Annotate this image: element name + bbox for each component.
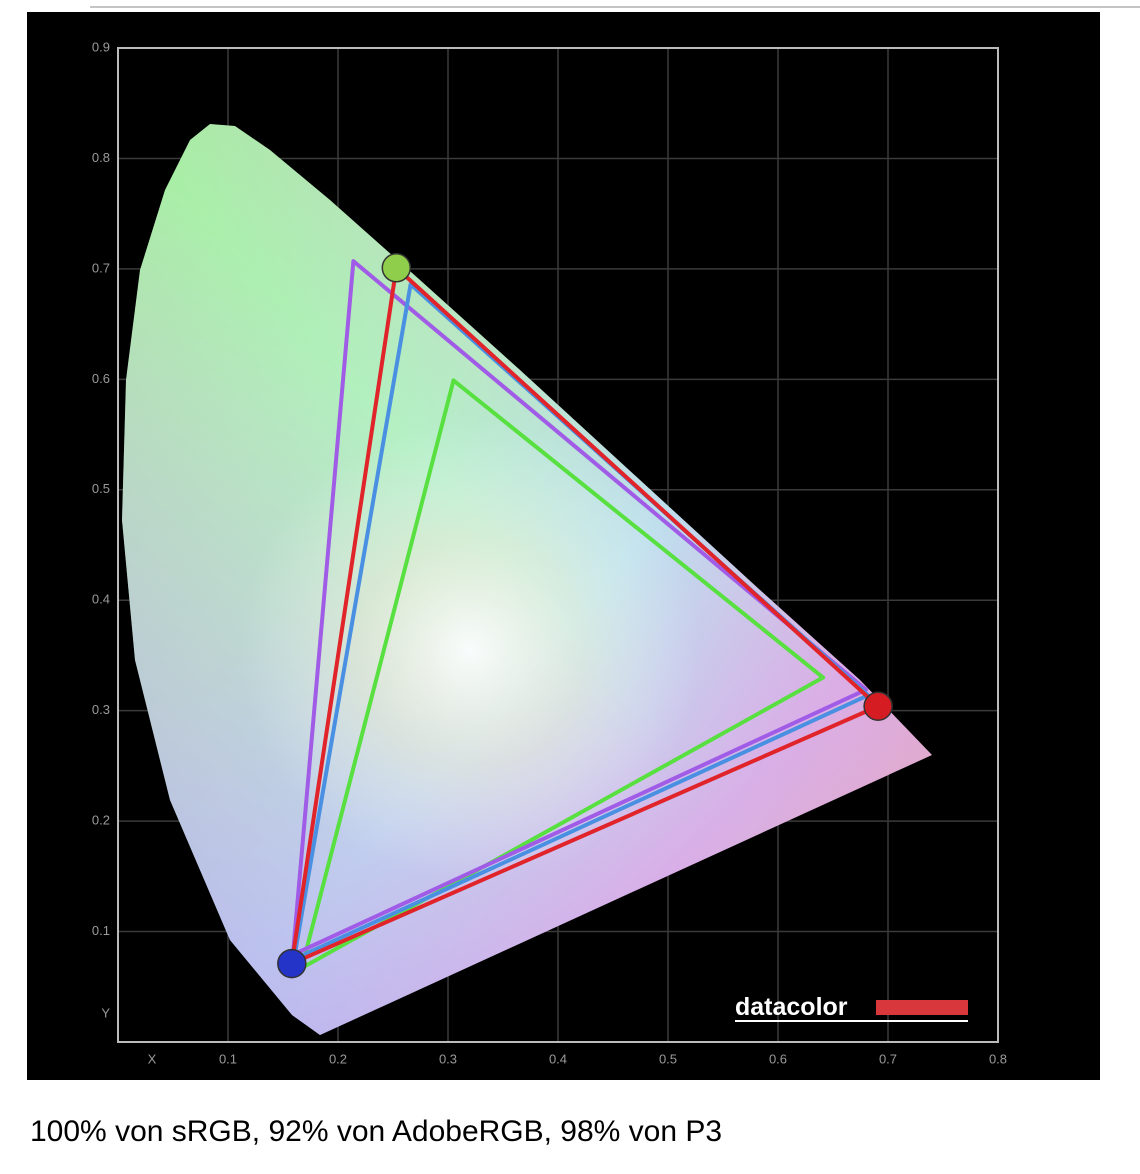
y-tick-label: 0.9 bbox=[92, 39, 110, 54]
watermark: datacolor bbox=[735, 993, 848, 1021]
y-tick-label: 0.4 bbox=[92, 592, 110, 607]
watermark-bar bbox=[876, 1000, 968, 1015]
x-tick-label: 0.1 bbox=[219, 1051, 237, 1066]
x-tick-label: 0.7 bbox=[879, 1051, 897, 1066]
gamut-triangle bbox=[299, 378, 826, 971]
x-tick-label: 0.5 bbox=[659, 1051, 677, 1066]
x-tick-label: 0.4 bbox=[549, 1051, 567, 1066]
y-tick-label: 0.6 bbox=[92, 371, 110, 386]
y-tick-label: 0.1 bbox=[92, 923, 110, 938]
y-tick-label: 0.7 bbox=[92, 260, 110, 275]
primary-marker bbox=[863, 691, 893, 721]
locus-whitepoint bbox=[122, 124, 932, 1035]
x-tick-label: X bbox=[148, 1051, 157, 1066]
y-tick-label: Y bbox=[101, 1005, 110, 1020]
plot bbox=[277, 253, 893, 979]
y-tick-label: 0.2 bbox=[92, 813, 110, 828]
caption: 100% von sRGB, 92% von AdobeRGB, 98% von… bbox=[30, 1115, 722, 1148]
x-tick-label: 0.8 bbox=[989, 1051, 1007, 1066]
gamut-triangle bbox=[289, 265, 881, 966]
x-tick-label: 0.6 bbox=[769, 1051, 787, 1066]
plot-frame bbox=[117, 47, 999, 1043]
y-tick-label: 0.3 bbox=[92, 702, 110, 717]
ticks: X 0.1 0.2 0.3 0.4 0.5 0.6 0.7 0.8 Y 0.1 0.2 0.3 0.4 0.… bbox=[92, 39, 1007, 1066]
x-tick-label: 0.2 bbox=[329, 1051, 347, 1066]
y-tick-label: 0.5 bbox=[92, 481, 110, 496]
y-tick-label: 0.8 bbox=[92, 150, 110, 165]
primary-marker bbox=[381, 253, 412, 283]
gamut-triangle bbox=[290, 259, 868, 957]
x-tick-label: 0.3 bbox=[439, 1051, 457, 1066]
primary-marker bbox=[277, 948, 307, 979]
spectral-locus bbox=[122, 124, 932, 1035]
